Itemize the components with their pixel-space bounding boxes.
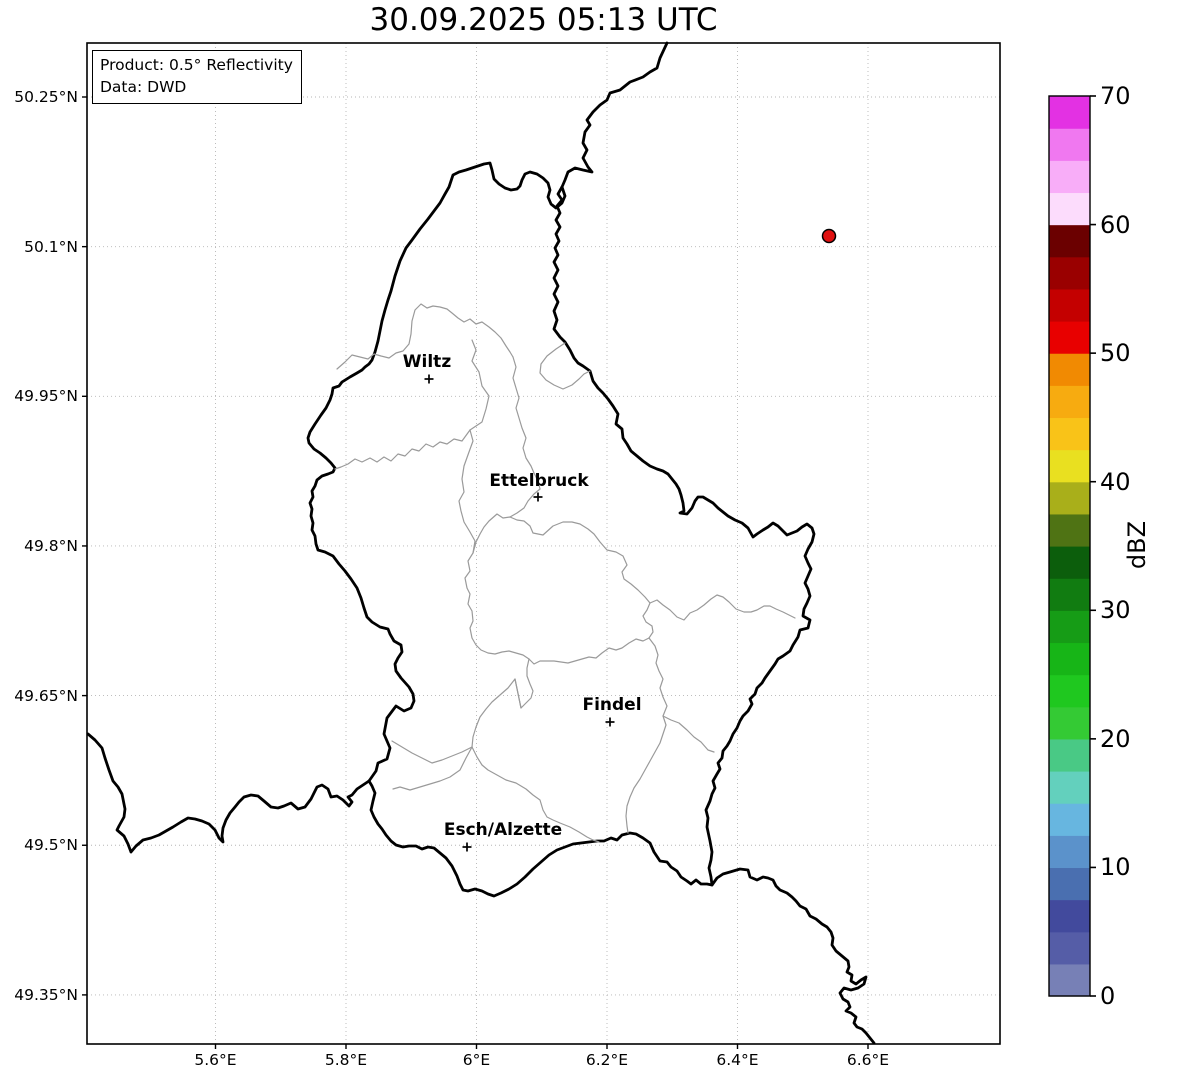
colorbar-band [1049, 288, 1090, 322]
colorbar-tick-label: 70 [1100, 82, 1131, 110]
x-tick-label: 6°E [462, 1051, 491, 1069]
border-germany-belgium-moselle [552, 41, 876, 1045]
city-label: Findel [582, 695, 642, 715]
colorbar-tick-label: 10 [1100, 853, 1131, 882]
axis-tick-marks [82, 96, 869, 1049]
colorbar-tick-label: 40 [1100, 467, 1131, 496]
border-luxembourg-west [306, 161, 567, 783]
y-tick-label: 49.8°N [24, 536, 78, 555]
colorbar-tick-label: 50 [1100, 339, 1131, 368]
info-box-data-line: Data: DWD [100, 78, 187, 97]
colorbar-tick-label: 0 [1100, 982, 1116, 1010]
border-belgium-france [86, 732, 371, 854]
colorbar-band [1049, 931, 1090, 965]
colorbar-band [1049, 706, 1090, 740]
colorbar-band [1049, 610, 1090, 644]
border-luxembourg-south [367, 779, 714, 898]
city-marker-ettelbruck [533, 492, 543, 502]
colorbar-band [1049, 353, 1090, 386]
city-markers [424, 374, 615, 852]
colorbar-band [1049, 771, 1090, 804]
colorbar-tick-label: 20 [1100, 724, 1131, 753]
colorbar-band [1049, 578, 1090, 611]
colorbar-band [1049, 835, 1090, 869]
colorbar-axis-label: dBZ [1123, 520, 1151, 570]
colorbar-band [1049, 963, 1090, 997]
y-tick-label: 49.35°N [14, 985, 78, 1004]
colorbar-band [1049, 224, 1090, 258]
colorbar-band [1049, 674, 1090, 708]
radar-echo-layer [821, 228, 837, 244]
plot-frame [86, 42, 1001, 1045]
radar-echo-dot [821, 228, 837, 244]
colorbar-band [1049, 899, 1090, 933]
country-borders [86, 41, 876, 1045]
colorbar-band [1049, 321, 1090, 354]
colorbar-band [1049, 803, 1090, 836]
y-tick-label: 49.5°N [24, 836, 78, 855]
x-tick-label: 5.8°E [324, 1051, 368, 1069]
colorbar-band [1049, 738, 1090, 772]
grid-lines [87, 43, 1000, 1044]
colorbar-band [1049, 256, 1090, 290]
y-tick-label: 49.65°N [14, 686, 78, 705]
city-marker-wiltz [424, 374, 434, 384]
colorbar-band [1049, 867, 1090, 901]
city-marker-findel [605, 717, 615, 727]
x-tick-label: 6.6°E [846, 1051, 890, 1069]
x-tick-label: 5.6°E [194, 1051, 237, 1069]
city-label: Wiltz [402, 352, 452, 372]
colorbar-band [1049, 449, 1090, 483]
colorbar-band [1049, 96, 1090, 129]
colorbar-band [1049, 481, 1090, 515]
city-label: Ettelbruck [489, 471, 589, 491]
info-box-product-line: Product: 0.5° Reflectivity [100, 56, 293, 74]
y-tick-label: 50.1°N [24, 237, 78, 256]
colorbar-band [1049, 417, 1090, 451]
colorbar-band [1049, 128, 1090, 161]
colorbar-band [1049, 192, 1090, 226]
colorbar-frame [1048, 95, 1091, 997]
colorbar-band [1049, 385, 1090, 419]
city-marker-eschalzette [462, 842, 472, 852]
y-tick-label: 49.95°N [14, 387, 78, 406]
colorbar-band [1049, 546, 1090, 579]
colorbar-band [1049, 513, 1090, 547]
colorbar-band [1049, 642, 1090, 676]
x-tick-label: 6.2°E [585, 1051, 629, 1069]
city-label: Esch/Alzette [443, 820, 563, 840]
canton-borders [334, 303, 796, 843]
colorbar [1048, 95, 1096, 997]
y-tick-label: 50.25°N [14, 88, 78, 106]
colorbar-tick-label: 60 [1100, 210, 1131, 239]
colorbar-tick-label: 30 [1100, 596, 1131, 625]
figure-title: 30.09.2025 05:13 UTC [369, 2, 718, 38]
x-tick-label: 6.4°E [716, 1051, 759, 1069]
info-box: Product: 0.5° Reflectivity Data: DWD [92, 50, 302, 104]
colorbar-band [1049, 160, 1090, 194]
